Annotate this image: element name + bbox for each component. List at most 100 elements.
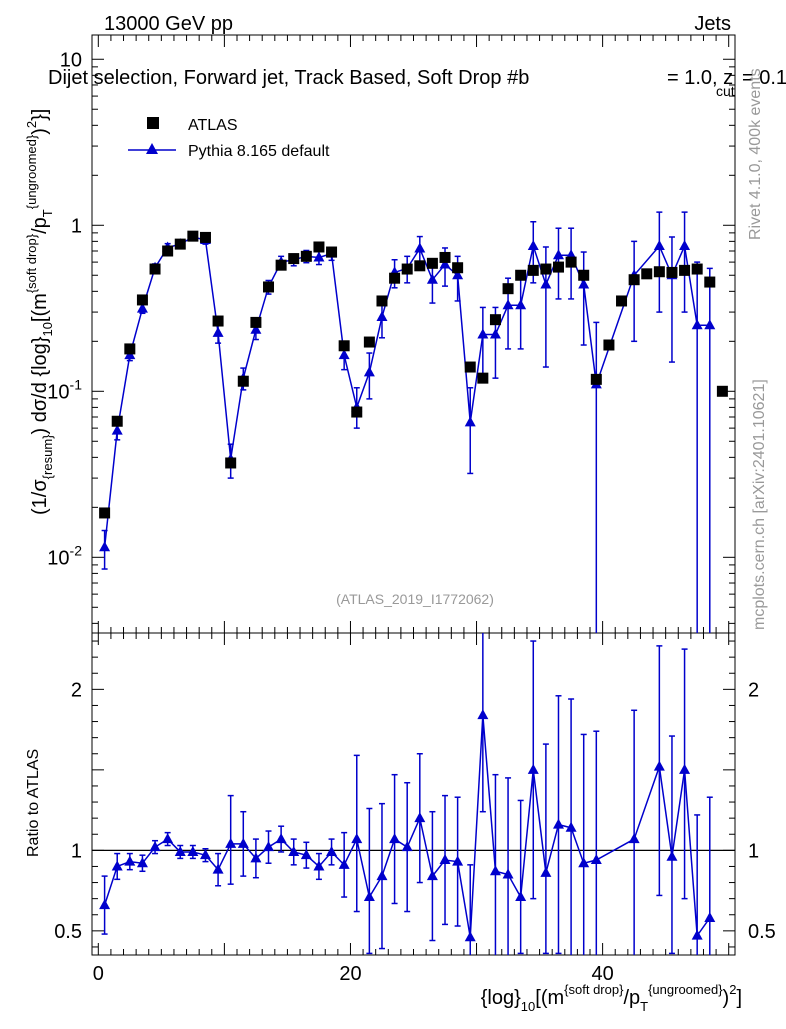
ratio-marker bbox=[288, 845, 300, 856]
ratio-marker bbox=[250, 852, 262, 863]
mc-marker bbox=[552, 249, 564, 260]
data-marker bbox=[653, 266, 665, 278]
main-y-tick-label: 10-2 bbox=[47, 542, 82, 569]
data-marker bbox=[111, 415, 123, 427]
data-marker bbox=[199, 231, 211, 243]
data-marker bbox=[300, 250, 312, 262]
ylabel-sub1: {resum} bbox=[40, 434, 55, 479]
main-y-axis-label: (1/σ{resum}) dσ/d {log}10[(m{soft drop}/… bbox=[24, 109, 55, 515]
ylabel-sub2: 10 bbox=[40, 322, 55, 336]
ratio-marker bbox=[515, 891, 527, 902]
energy-label: 13000 GeV pp bbox=[104, 13, 233, 35]
data-marker bbox=[477, 372, 489, 384]
data-marker bbox=[237, 375, 249, 387]
data-marker bbox=[565, 256, 577, 268]
ratio-marker bbox=[376, 870, 388, 881]
ylabel-sup3: 2 bbox=[24, 121, 39, 128]
ratio-marker bbox=[275, 833, 287, 844]
title-main: Dijet selection, Forward jet, Track Base… bbox=[48, 67, 529, 89]
ylabel-sub3: T bbox=[40, 209, 55, 217]
ylabel-mid3: /p bbox=[29, 217, 51, 234]
ratio-marker bbox=[199, 849, 211, 860]
data-marker bbox=[439, 251, 451, 263]
mc-marker bbox=[439, 258, 451, 269]
main-y-tick-label: 10-1 bbox=[47, 376, 82, 403]
data-marker bbox=[376, 295, 388, 307]
mc-marker bbox=[489, 328, 501, 339]
mc-marker bbox=[515, 299, 527, 310]
mc-marker bbox=[653, 240, 665, 251]
ratio-marker bbox=[452, 855, 464, 866]
ratio-marker bbox=[162, 833, 174, 844]
ratio-marker bbox=[578, 857, 590, 868]
ratio-marker bbox=[590, 854, 602, 865]
mc-marker bbox=[313, 251, 325, 262]
ratio-marker bbox=[124, 855, 136, 866]
mc-marker bbox=[540, 278, 552, 289]
data-marker bbox=[590, 373, 602, 385]
ylabel-sup2: {ungroomed} bbox=[24, 134, 39, 209]
ratio-marker bbox=[363, 891, 375, 902]
data-marker bbox=[351, 406, 363, 418]
ratio-marker bbox=[691, 929, 703, 940]
ratio-marker bbox=[540, 866, 552, 877]
ratio-marker bbox=[99, 899, 111, 910]
rivet-version-label: Rivet 4.1.0, 400k events bbox=[747, 68, 764, 240]
data-marker bbox=[225, 457, 237, 469]
ratio-marker bbox=[653, 760, 665, 771]
data-marker bbox=[616, 295, 628, 307]
x-tick-label: 40 bbox=[591, 963, 613, 985]
ratio-marker bbox=[313, 860, 325, 871]
data-marker bbox=[263, 281, 275, 293]
x-tick-label: 20 bbox=[339, 963, 361, 985]
mc-marker bbox=[250, 323, 262, 334]
mc-marker bbox=[477, 328, 489, 339]
ratio-marker bbox=[338, 858, 350, 869]
ratio-y-tick-label-right: 1 bbox=[748, 840, 759, 862]
ratio-marker bbox=[389, 833, 401, 844]
data-marker bbox=[136, 294, 148, 306]
ratio-marker bbox=[464, 931, 476, 942]
mc-marker bbox=[426, 273, 438, 284]
mc-marker bbox=[376, 311, 388, 322]
xlabel-end: ] bbox=[736, 987, 742, 1009]
ratio-marker bbox=[477, 709, 489, 720]
ratio-marker bbox=[149, 841, 161, 852]
ratio-marker bbox=[111, 860, 123, 871]
mc-marker bbox=[527, 240, 539, 251]
mc-marker bbox=[691, 319, 703, 330]
xlabel-sup1: {soft drop} bbox=[564, 982, 624, 997]
data-marker bbox=[641, 268, 653, 280]
xlabel-sup2: {ungroomed} bbox=[648, 982, 723, 997]
ratio-markers bbox=[99, 709, 716, 942]
x-ticks: 0 20 40 bbox=[93, 35, 730, 985]
data-marker bbox=[401, 263, 413, 275]
ratio-marker bbox=[679, 763, 691, 774]
xlabel-sup3: 2 bbox=[729, 982, 736, 997]
mc-marker bbox=[502, 299, 514, 310]
mc-marker bbox=[99, 541, 111, 552]
x-axis-label: {log}10[(m{soft drop}/pT{ungroomed})2] bbox=[481, 982, 742, 1014]
ratio-marker bbox=[237, 837, 249, 848]
data-marker bbox=[489, 314, 501, 326]
data-marker bbox=[149, 263, 161, 275]
data-marker bbox=[275, 259, 287, 271]
data-marker bbox=[552, 261, 564, 273]
x-tick-label: 0 bbox=[93, 963, 104, 985]
ylabel-mid: ) dσ/d {log} bbox=[29, 336, 51, 434]
ratio-y-ticks: 0.5 0.5 1 1 2 2 bbox=[54, 640, 776, 948]
main-y-tick-label: 10 bbox=[60, 49, 82, 71]
ratio-polyline bbox=[103, 715, 711, 938]
ratio-marker bbox=[666, 850, 678, 861]
plot-title: Dijet selection, Forward jet, Track Base… bbox=[48, 67, 786, 99]
ratio-y-tick-label-right: 2 bbox=[748, 679, 759, 701]
title-zcut-val: = 0.1 bbox=[742, 67, 786, 89]
data-marker bbox=[288, 253, 300, 265]
title-zcut-sub: cut bbox=[716, 83, 735, 99]
mc-marker bbox=[704, 319, 716, 330]
ratio-y-tick-label-left: 0.5 bbox=[54, 921, 82, 943]
ratio-y-tick-label-left: 2 bbox=[71, 679, 82, 701]
data-marker bbox=[99, 507, 111, 519]
data-marker bbox=[162, 245, 174, 257]
